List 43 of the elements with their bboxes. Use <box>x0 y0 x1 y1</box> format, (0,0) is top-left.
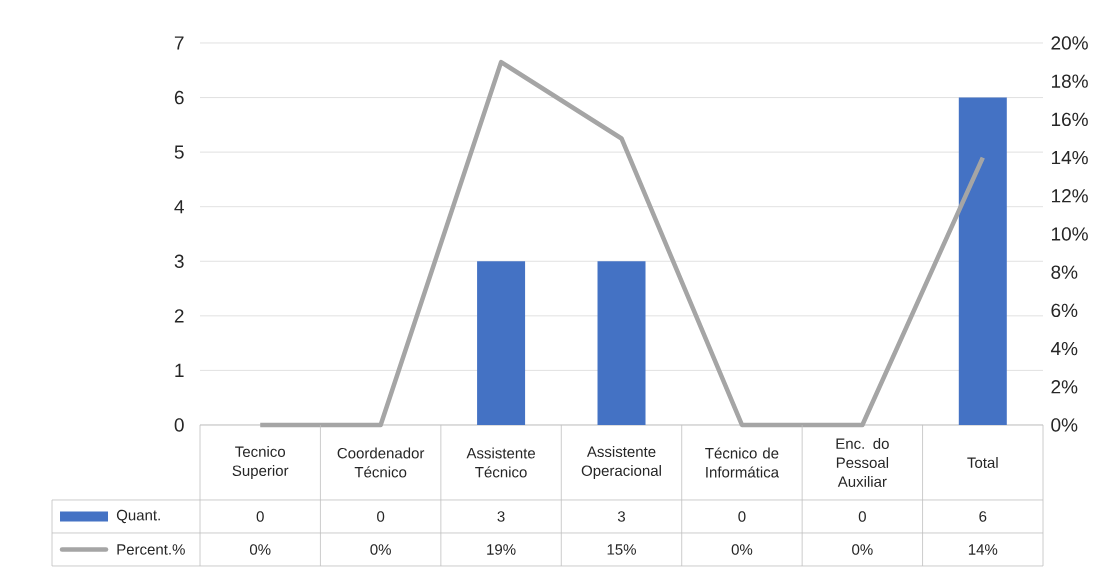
y2-tick-label: 0% <box>1051 418 1078 432</box>
y2-tick-label: 14% <box>1051 150 1088 165</box>
x-tick-label: Técnico de Informática <box>705 447 780 478</box>
x-tick-label: Assistente Técnico <box>466 447 535 478</box>
data-label: 15% <box>607 544 636 555</box>
legend-label: Quant. <box>116 509 160 524</box>
y-tick-label: 1 <box>175 363 184 377</box>
x-tick-label: Assistente Operacional <box>581 445 661 479</box>
y2-tick-label: 8% <box>1051 265 1078 279</box>
data-label: 0% <box>731 544 753 555</box>
data-label: 0% <box>370 544 391 555</box>
y2-tick-label: 2% <box>1051 380 1078 394</box>
y2-tick-label: 6% <box>1051 303 1078 318</box>
legend-label: Percent.% <box>117 544 185 555</box>
data-label: 3 <box>497 511 505 522</box>
data-label: 0 <box>256 511 264 522</box>
data-label: 0% <box>249 544 271 555</box>
line-series <box>257 59 986 428</box>
y2-tick-label: 12% <box>1051 189 1088 203</box>
data-label: 0% <box>852 544 873 555</box>
y2-tick-label: 18% <box>1051 74 1088 88</box>
x-tick-label: Total <box>967 456 998 468</box>
y-tick-label: 3 <box>174 254 184 268</box>
y2-tick-label: 20% <box>1051 36 1088 50</box>
data-label: 6 <box>979 511 987 522</box>
y2-tick-label: 10% <box>1051 227 1088 241</box>
y-tick-label: 4 <box>174 200 184 214</box>
y-tick-label: 6 <box>174 90 184 105</box>
x-tick-label: Coordenador Técnico <box>337 447 425 478</box>
y-tick-label: 5 <box>174 145 184 159</box>
data-label: 19% <box>487 544 516 555</box>
y-tick-label: 2 <box>174 309 184 323</box>
x-tick-label: Tecnico Superior <box>232 445 289 479</box>
data-label: 0 <box>377 511 385 522</box>
data-label: 0 <box>738 511 746 522</box>
x-tick-label: Enc. do Pessoal Auxiliar <box>836 437 889 487</box>
y-tick-label: 0 <box>174 418 184 432</box>
data-label: 3 <box>617 511 626 522</box>
data-label: 14% <box>968 544 998 555</box>
y2-tick-label: 16% <box>1051 112 1088 127</box>
y-tick-label: 7 <box>174 36 184 50</box>
data-label: 0 <box>858 511 866 522</box>
y2-tick-label: 4% <box>1050 341 1078 356</box>
